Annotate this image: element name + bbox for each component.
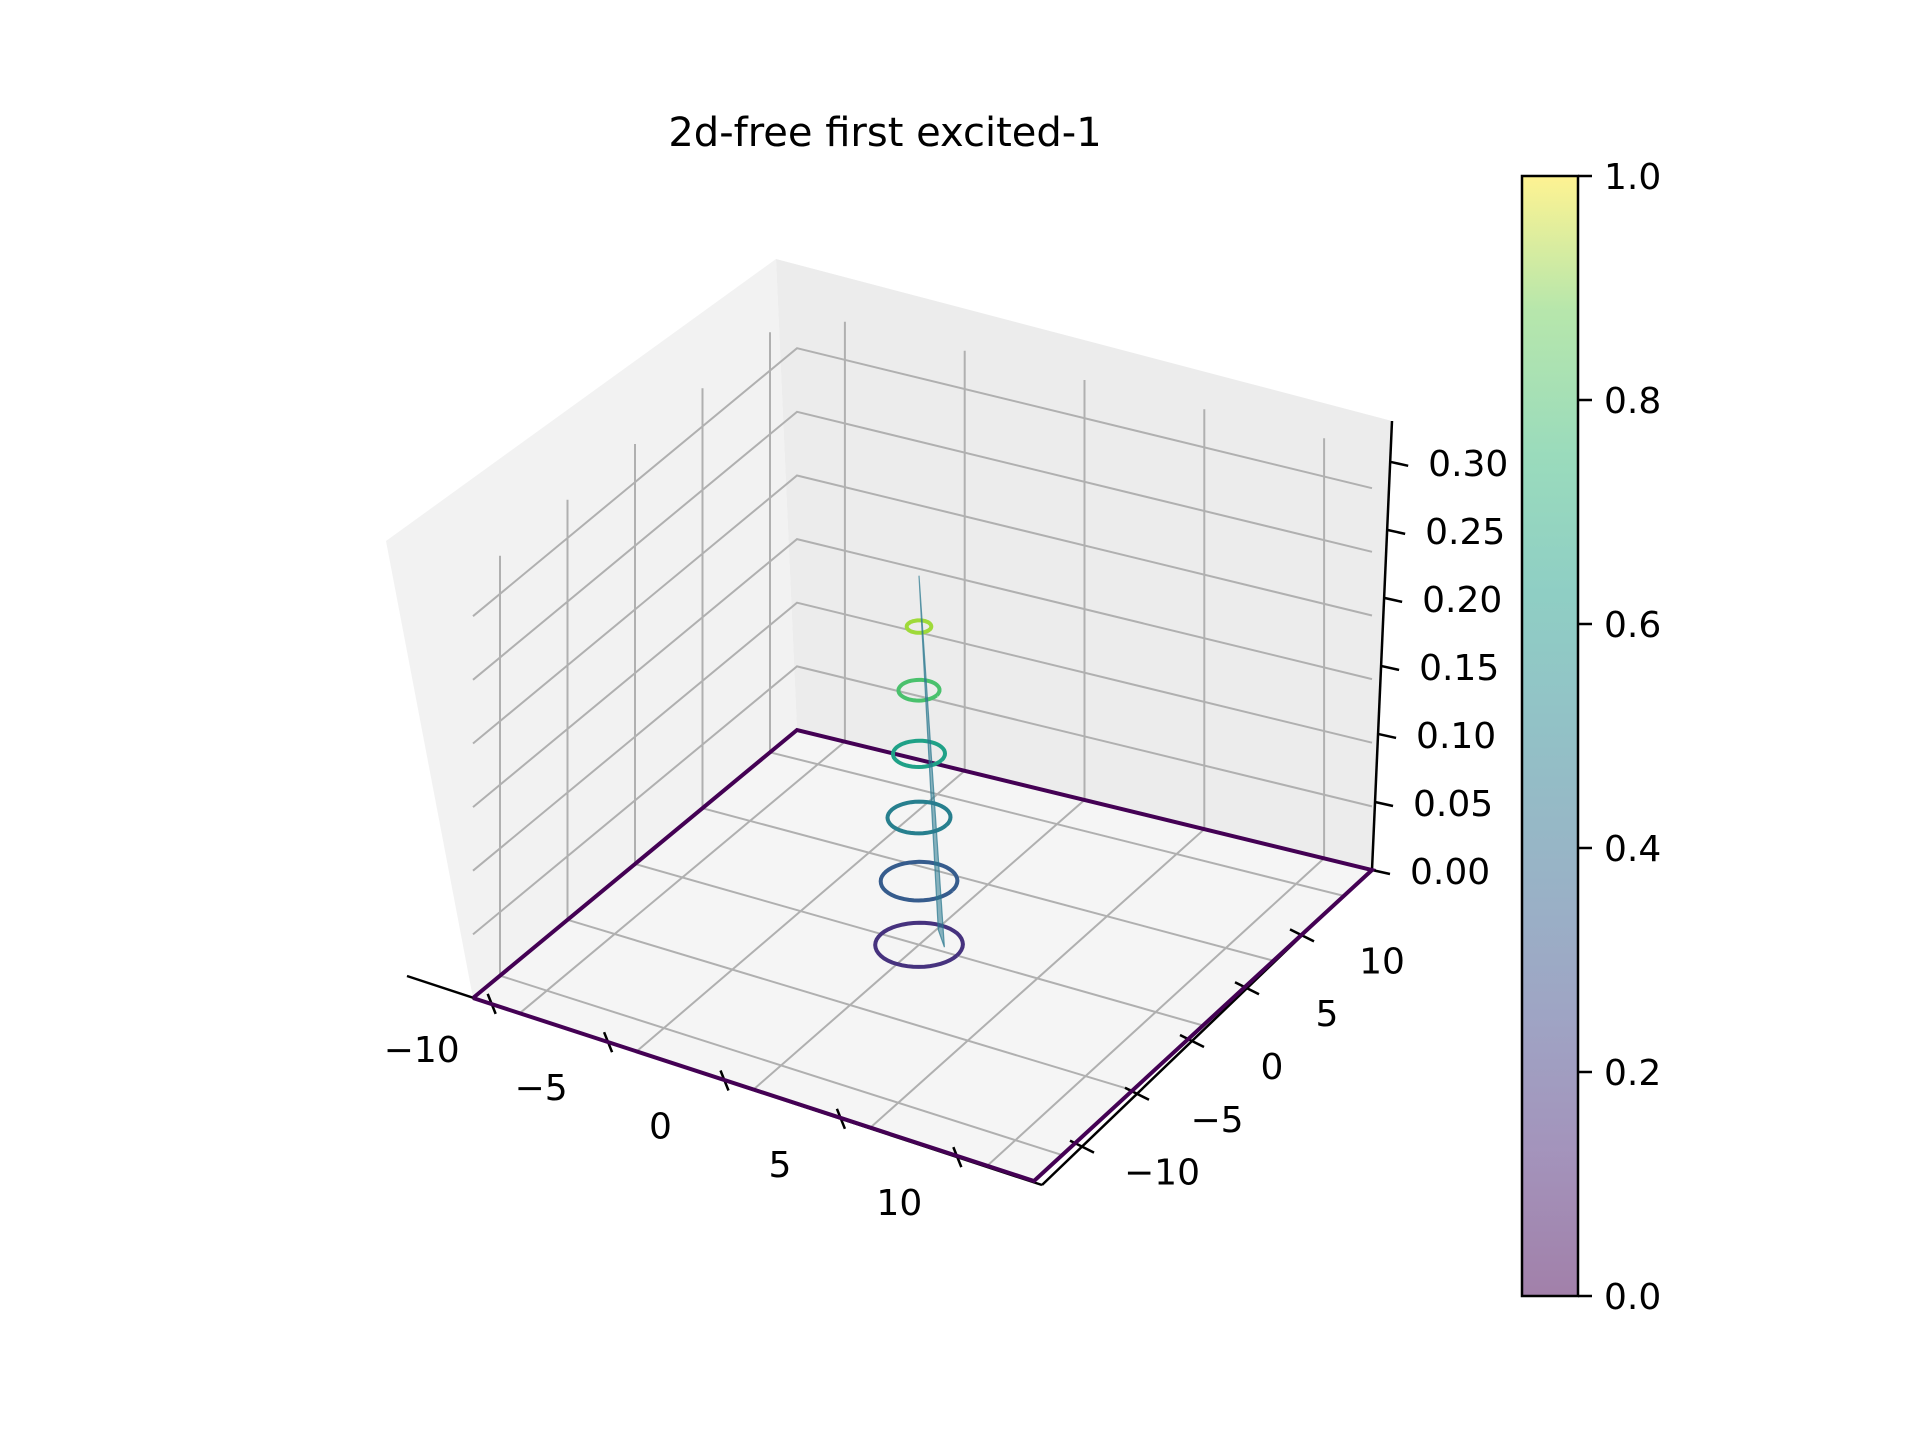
colorbar-tick-label: 0.6 <box>1604 605 1661 646</box>
colorbar-tick-label: 0.2 <box>1604 1053 1661 1094</box>
colorbar-ticks: 0.0 0.2 0.4 0.6 0.8 1.0 <box>1578 157 1661 1318</box>
z-tick-mark <box>1374 800 1394 808</box>
contour-square <box>471 727 1377 1184</box>
z-axis-line <box>1370 420 1394 871</box>
z-grid-line <box>472 601 1373 872</box>
y-tick-label: 5 <box>1316 994 1339 1035</box>
z-tick-mark <box>1386 528 1406 536</box>
y-tick-label: −10 <box>1124 1153 1200 1194</box>
colorbar-tick-label: 0.0 <box>1604 1277 1661 1318</box>
contour-ring <box>896 677 942 703</box>
contour-ring <box>873 920 965 969</box>
tick-labels: −10−50510−10−505100.000.050.100.150.200.… <box>384 444 1509 1224</box>
y-tick-label: 0 <box>1261 1047 1284 1088</box>
y-tick-mark <box>1124 1086 1150 1101</box>
surface-plot <box>918 575 945 948</box>
colorbar: 0.0 0.2 0.4 0.6 0.8 1.0 <box>1520 157 1661 1318</box>
colorbar-tick-label: 0.4 <box>1604 829 1661 870</box>
z-tick-label: 0.15 <box>1419 648 1499 689</box>
z-grid-line <box>472 474 1373 745</box>
z-tick-mark <box>1383 596 1403 604</box>
z-tick-mark <box>1380 664 1400 672</box>
colorbar-tick-label: 1.0 <box>1604 157 1661 198</box>
x-tick-label: 5 <box>768 1145 791 1186</box>
colorbar-tick-label: 0.8 <box>1604 381 1661 422</box>
y-tick-mark <box>1234 981 1260 996</box>
z-tick-label: 0.10 <box>1416 716 1496 757</box>
surface-spike <box>918 575 945 948</box>
z-tick-mark <box>1377 732 1397 740</box>
chart-title: 2d-free first excited-1 <box>668 110 1101 156</box>
z-tick-label: 0.25 <box>1425 512 1505 553</box>
z-tick-label: 0.30 <box>1428 444 1508 485</box>
z-tick-mark <box>1389 460 1409 468</box>
contour-ring <box>890 738 948 770</box>
y-tick-label: −5 <box>1190 1100 1243 1141</box>
x-tick-label: 10 <box>876 1183 922 1224</box>
colorbar-body <box>1520 174 1580 1298</box>
z-grid-line <box>472 538 1373 808</box>
z-tick-label: 0.00 <box>1410 852 1490 893</box>
z-grid-line <box>472 665 1373 936</box>
axis-panes <box>386 259 1392 1181</box>
z-tick-label: 0.05 <box>1413 784 1493 825</box>
contour-ring <box>878 859 960 903</box>
z-tick-label: 0.20 <box>1422 580 1502 621</box>
z-grid-line <box>472 410 1373 681</box>
z-tick-mark <box>1371 868 1391 876</box>
z-grid-line <box>472 347 1373 617</box>
x-tick-label: −5 <box>515 1068 568 1109</box>
x-tick-label: 0 <box>649 1107 672 1148</box>
y-tick-label: 10 <box>1359 941 1405 982</box>
x-tick-label: −10 <box>384 1030 460 1071</box>
floor-pane <box>473 730 1372 1181</box>
contour-ring <box>885 799 953 836</box>
y-tick-mark <box>1179 1033 1205 1049</box>
contour-ring <box>904 618 934 635</box>
contour-lines <box>471 618 1377 1184</box>
